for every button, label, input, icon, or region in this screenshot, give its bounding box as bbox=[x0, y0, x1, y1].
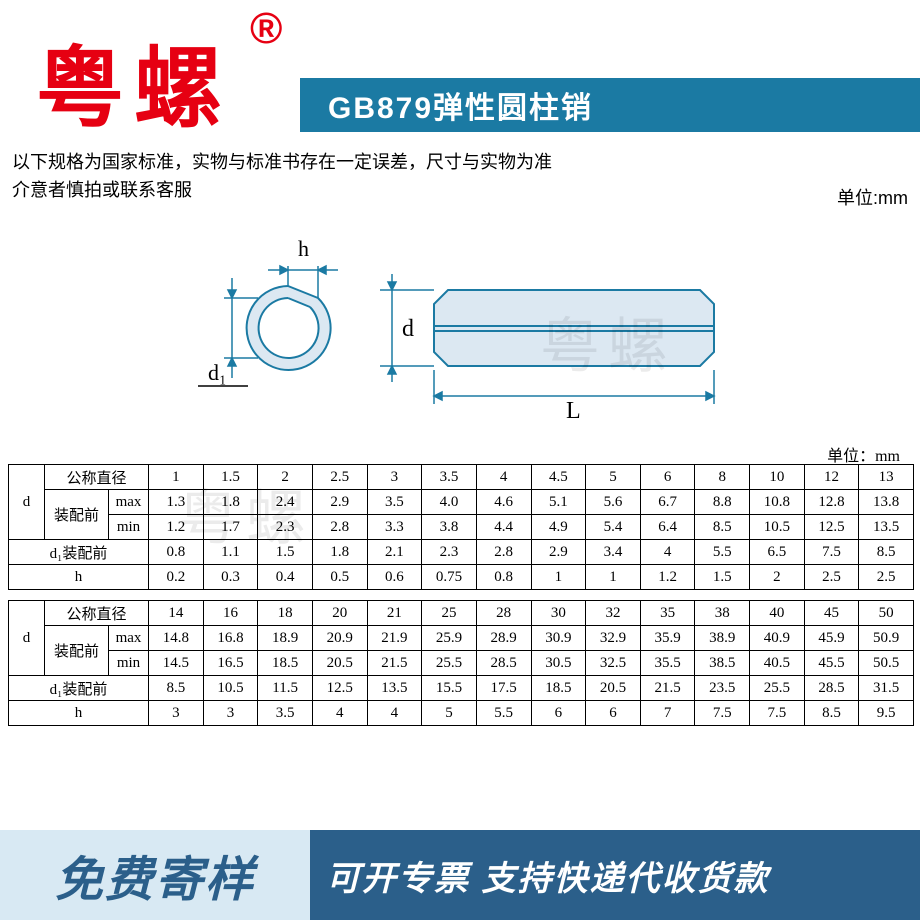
footer-left: 免费寄样 bbox=[0, 830, 310, 920]
footer-right-text: 可开专票 支持快递代收货款 bbox=[326, 851, 769, 900]
row-header-before: 装配前 bbox=[45, 490, 109, 540]
row-header-d: d bbox=[9, 601, 45, 676]
table-row: d₁装配前 0.81.11.51.82.12.32.82.93.445.56.5… bbox=[9, 540, 914, 565]
row-header-nominal: 公称直径 bbox=[45, 465, 149, 490]
title-bar: GB879弹性圆柱销 bbox=[300, 78, 920, 132]
label-d: d bbox=[402, 316, 414, 342]
label-d1: d₁ bbox=[208, 360, 227, 385]
label-h: h bbox=[298, 236, 309, 261]
row-header-min: min bbox=[109, 515, 149, 540]
footer-banner: 免费寄样 可开专票 支持快递代收货款 bbox=[0, 830, 920, 920]
row-header-d: d bbox=[9, 465, 45, 540]
unit-label-table: 单位：mm bbox=[827, 442, 900, 466]
table-row: min 1.21.72.32.83.33.84.44.95.46.48.510.… bbox=[9, 515, 914, 540]
spec-tables: 粤螺 d 公称直径 11.522.533.544.5568101213 装配前 … bbox=[8, 464, 914, 726]
brand-logo: 粤螺 bbox=[36, 18, 232, 145]
unit-label-top: 单位:mm bbox=[837, 184, 908, 210]
table-row: 装配前 max 1.31.82.42.93.54.04.65.15.66.78.… bbox=[9, 490, 914, 515]
row-header-min: min bbox=[109, 651, 149, 676]
table-row: min 14.516.518.520.521.525.528.530.532.5… bbox=[9, 651, 914, 676]
table-row: d₁装配前 8.510.511.512.513.515.517.518.520.… bbox=[9, 676, 914, 701]
label-L: L bbox=[566, 398, 581, 424]
row-header-d1: d₁装配前 bbox=[9, 540, 149, 565]
brand-registered: ® bbox=[250, 4, 282, 54]
note-line-1: 以下规格为国家标准，实物与标准书存在一定误差，尺寸与实物为准 bbox=[12, 148, 552, 176]
table-row: h 0.20.30.40.50.60.750.8111.21.522.52.5 bbox=[9, 565, 914, 590]
spec-table-block-1: d 公称直径 11.522.533.544.5568101213 装配前 max… bbox=[8, 464, 914, 590]
footer-right: 可开专票 支持快递代收货款 bbox=[310, 830, 920, 920]
row-header-h: h bbox=[9, 701, 149, 726]
note-line-2: 介意者慎拍或联系客服 bbox=[12, 176, 552, 204]
row-header-max: max bbox=[109, 626, 149, 651]
table-row: d 公称直径 1416182021252830323538404550 bbox=[9, 601, 914, 626]
table-row: h 333.54455.56677.57.58.59.5 bbox=[9, 701, 914, 726]
table-row: 装配前 max 14.816.818.920.921.925.928.930.9… bbox=[9, 626, 914, 651]
brand-text: 粤螺 bbox=[36, 42, 232, 139]
row-header-d1: d₁装配前 bbox=[9, 676, 149, 701]
spring-pin-diagram: h d₁ d bbox=[180, 218, 760, 428]
row-header-before: 装配前 bbox=[45, 626, 109, 676]
row-header-max: max bbox=[109, 490, 149, 515]
footer-left-text: 免费寄样 bbox=[55, 840, 255, 910]
table-row: d 公称直径 11.522.533.544.5568101213 bbox=[9, 465, 914, 490]
spec-note: 以下规格为国家标准，实物与标准书存在一定误差，尺寸与实物为准 介意者慎拍或联系客… bbox=[12, 148, 552, 204]
row-header-h: h bbox=[9, 565, 149, 590]
spec-table-block-2: d 公称直径 1416182021252830323538404550 装配前 … bbox=[8, 600, 914, 726]
row-header-nominal: 公称直径 bbox=[45, 601, 149, 626]
title-text: GB879弹性圆柱销 bbox=[328, 83, 593, 127]
